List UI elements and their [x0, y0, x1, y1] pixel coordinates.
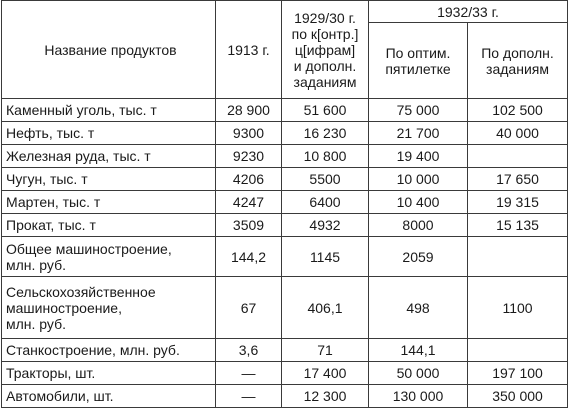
value-optimal-cell: 75 000 [368, 98, 468, 122]
product-name-cell: Нефть, тыс. т [1, 121, 216, 145]
table-row: Мартен, тыс. т 4247 6400 10 400 19 315 [1, 190, 569, 214]
value-1929-cell: 12 300 [281, 384, 369, 408]
product-name-cell: Тракторы, шт. [1, 361, 216, 385]
value-optimal-cell: 10 400 [368, 190, 468, 214]
value-1929-cell: 10 800 [281, 144, 369, 168]
value-1913-cell: 4247 [215, 190, 282, 214]
product-name-cell: Станкостроение, млн. руб. [1, 338, 216, 362]
table-row: Железная руда, тыс. т 9230 10 800 19 400 [1, 144, 569, 168]
value-1929-cell: 1145 [281, 236, 369, 277]
header-1913: 1913 г. [215, 0, 282, 99]
value-optimal-cell: 50 000 [368, 361, 468, 385]
value-optimal-cell: 10 000 [368, 167, 468, 191]
value-additional-cell: 1100 [466, 276, 569, 339]
value-additional-cell [466, 236, 569, 277]
value-additional-cell [466, 338, 569, 362]
value-1913-cell: 3,6 [215, 338, 282, 362]
table-row: Тракторы, шт. — 17 400 50 000 197 100 [1, 361, 569, 385]
value-additional-cell: 40 000 [466, 121, 569, 145]
table-row: Общее машиностроение, млн. руб. 144,2 11… [1, 236, 569, 277]
value-additional-cell [466, 144, 569, 168]
value-1929-cell: 5500 [281, 167, 369, 191]
value-optimal-cell: 8000 [368, 213, 468, 237]
value-1913-cell: 9300 [215, 121, 282, 145]
table-row: Станкостроение, млн. руб. 3,6 71 144,1 [1, 338, 569, 362]
value-optimal-cell: 498 [368, 276, 468, 339]
value-optimal-cell: 2059 [368, 236, 468, 277]
value-optimal-cell: 130 000 [368, 384, 468, 408]
product-name-cell: Сельскохозяйственное машиностроение, млн… [1, 276, 216, 339]
value-additional-cell: 350 000 [466, 384, 569, 408]
value-optimal-cell: 21 700 [368, 121, 468, 145]
value-1929-cell: 16 230 [281, 121, 369, 145]
table-row: Чугун, тыс. т 4206 5500 10 000 17 650 [1, 167, 569, 191]
product-name-cell: Чугун, тыс. т [1, 167, 216, 191]
value-1913-cell: 3509 [215, 213, 282, 237]
value-additional-cell: 102 500 [466, 98, 569, 122]
value-1913-cell: 28 900 [215, 98, 282, 122]
value-optimal-cell: 144,1 [368, 338, 468, 362]
value-additional-cell: 19 315 [466, 190, 569, 214]
value-1913-cell: — [215, 384, 282, 408]
header-additional-tasks: По дополн. заданиям [466, 22, 569, 99]
value-additional-cell: 15 135 [466, 213, 569, 237]
value-1913-cell: — [215, 361, 282, 385]
product-name-cell: Общее машиностроение, млн. руб. [1, 236, 216, 277]
header-1932-33: 1932/33 г. [367, 0, 569, 23]
table-row: Сельскохозяйственное машиностроение, млн… [1, 276, 569, 339]
value-1929-cell: 406,1 [281, 276, 369, 339]
value-additional-cell: 17 650 [466, 167, 569, 191]
value-1913-cell: 67 [215, 276, 282, 339]
value-1913-cell: 9230 [215, 144, 282, 168]
product-name-cell: Мартен, тыс. т [1, 190, 216, 214]
value-1929-cell: 17 400 [281, 361, 369, 385]
value-optimal-cell: 19 400 [368, 144, 468, 168]
table-row: Нефть, тыс. т 9300 16 230 21 700 40 000 [1, 121, 569, 145]
value-1929-cell: 51 600 [281, 98, 369, 122]
header-1929-30: 1929/30 г. по к[онтр.] ц[ифрам] и дополн… [281, 0, 369, 99]
table-row: Автомобили, шт. — 12 300 130 000 350 000 [1, 384, 569, 408]
product-name-cell: Железная руда, тыс. т [1, 144, 216, 168]
table-row: Каменный уголь, тыс. т 28 900 51 600 75 … [1, 98, 569, 122]
value-1929-cell: 4932 [281, 213, 369, 237]
value-additional-cell: 197 100 [466, 361, 569, 385]
value-1929-cell: 71 [281, 338, 369, 362]
value-1913-cell: 144,2 [215, 236, 282, 277]
product-name-cell: Прокат, тыс. т [1, 213, 216, 237]
value-1929-cell: 6400 [281, 190, 369, 214]
value-1913-cell: 4206 [215, 167, 282, 191]
header-optimal-plan: По оптим. пятилетке [368, 22, 468, 99]
table-row: Прокат, тыс. т 3509 4932 8000 15 135 [1, 213, 569, 237]
product-name-cell: Автомобили, шт. [1, 384, 216, 408]
header-product-name: Название продуктов [1, 0, 216, 99]
product-name-cell: Каменный уголь, тыс. т [1, 98, 216, 122]
